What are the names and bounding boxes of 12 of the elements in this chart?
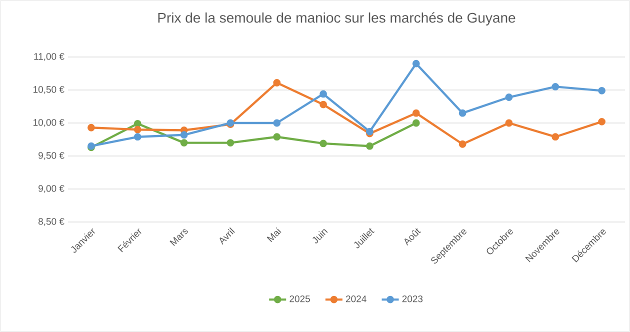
y-tick-label: 9,50 € bbox=[38, 152, 64, 160]
y-tick-label: 10,00 € bbox=[34, 119, 64, 127]
chart-title: Prix de la semoule de manioc sur les marchés de Guyane bbox=[158, 12, 516, 26]
legend-label: 2024 bbox=[346, 295, 366, 302]
legend-label: 2023 bbox=[402, 295, 423, 302]
y-tick-label: 11,00 € bbox=[34, 53, 64, 61]
x-tick-label: Juin bbox=[312, 229, 328, 244]
x-tick-label: Mai bbox=[266, 227, 282, 242]
y-tick-label: 8,50 € bbox=[38, 218, 64, 226]
legend-label: 2025 bbox=[290, 295, 310, 302]
y-tick-label: 10,50 € bbox=[34, 86, 64, 94]
y-tick-label: 9,00 € bbox=[38, 185, 64, 193]
